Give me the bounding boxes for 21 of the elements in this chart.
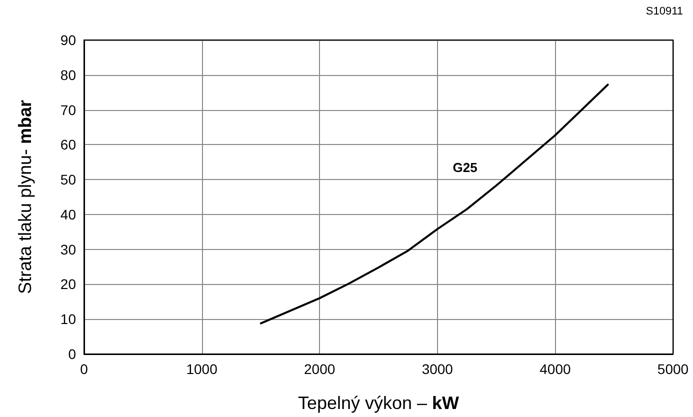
y-tick-label: 90: [60, 32, 76, 48]
y-tick-label: 0: [68, 346, 76, 362]
y-tick-label: 20: [60, 276, 76, 292]
y-axis-title: Strata tlaku plynu- mbar: [15, 100, 35, 294]
x-tick-label: 4000: [540, 361, 571, 377]
y-tick-label: 30: [60, 241, 76, 258]
series-label: G25: [452, 160, 478, 175]
x-tick-label: 3000: [422, 361, 454, 377]
y-tick-label: 80: [60, 66, 76, 83]
line-series: [260, 84, 609, 324]
y-tick-label: 60: [60, 136, 76, 153]
x-tick-label: 5000: [657, 361, 689, 377]
x-tick-label: 0: [80, 361, 88, 377]
x-tick-label: 1000: [186, 361, 218, 377]
x-tick-label: 2000: [304, 361, 336, 377]
y-tick-label: 10: [60, 311, 76, 328]
y-tick-label: 70: [60, 102, 76, 118]
x-axis-title: Tepelný výkon – kW: [298, 393, 460, 413]
text: S10911: [646, 6, 683, 18]
y-tick-label: 50: [60, 172, 76, 188]
y-tick-label: 40: [60, 206, 76, 222]
